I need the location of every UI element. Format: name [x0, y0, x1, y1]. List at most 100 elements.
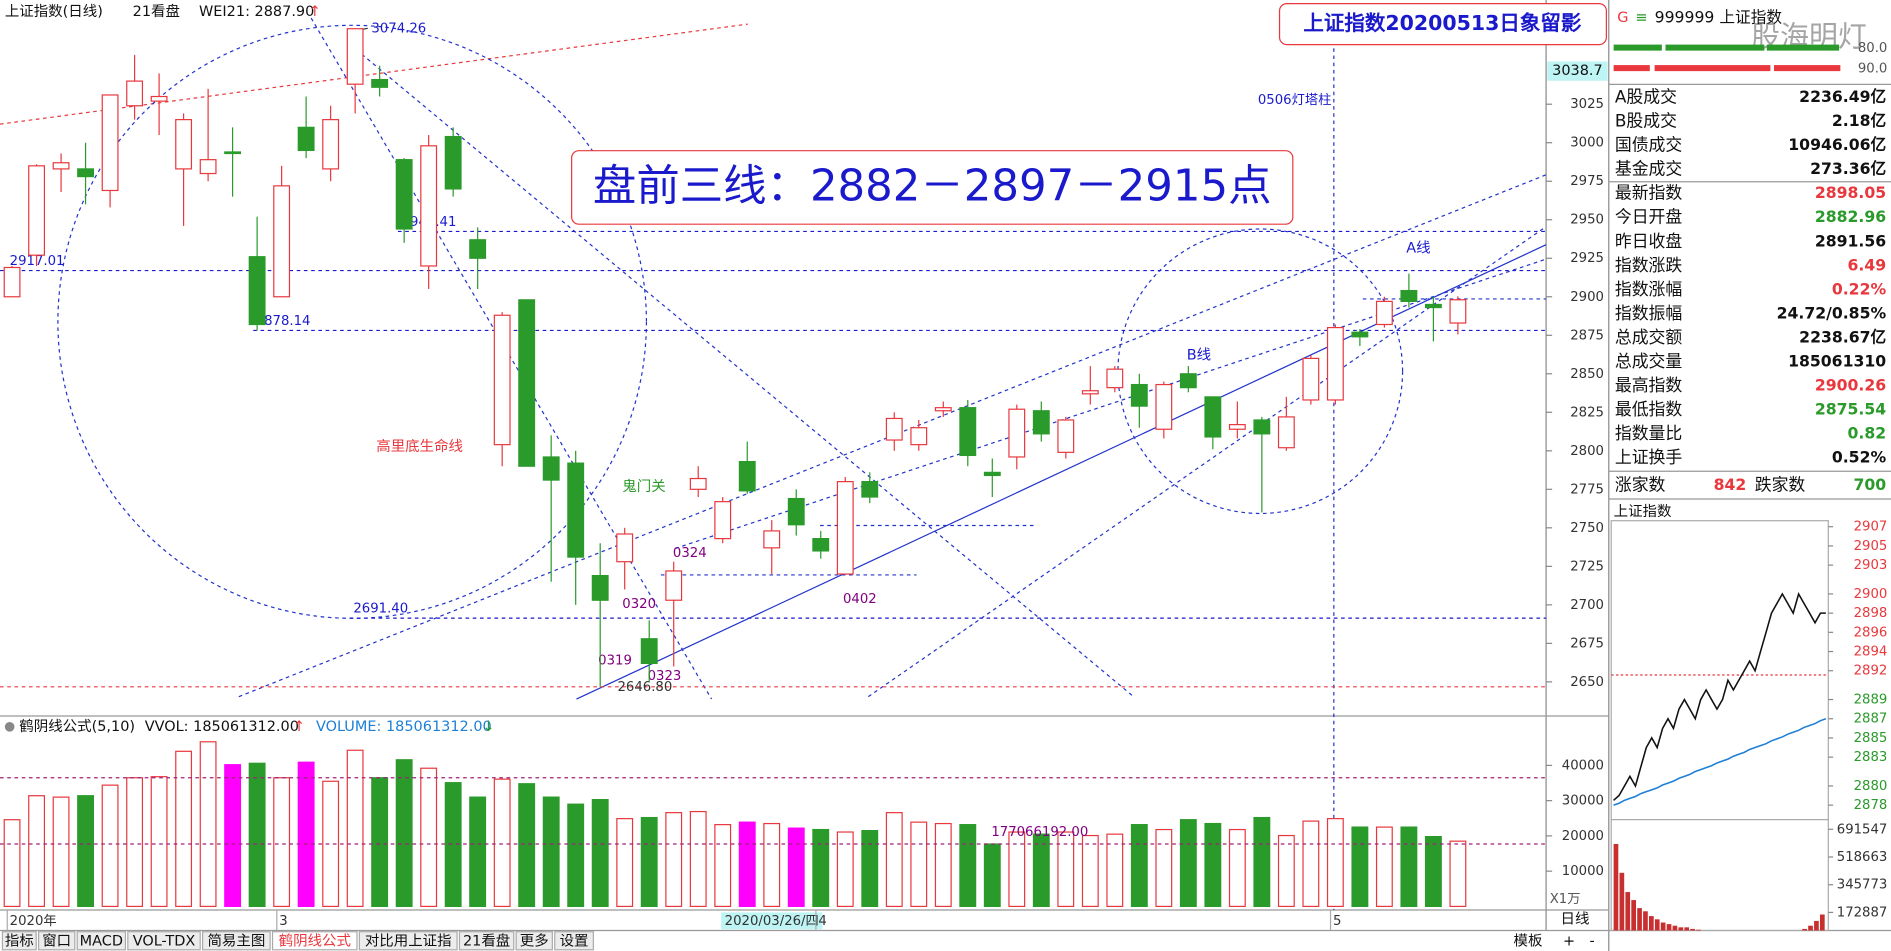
tab[interactable]: [271, 931, 358, 951]
tab-label[interactable]: 21看盘: [463, 931, 510, 949]
quote-value: 2236.49亿: [1799, 87, 1886, 106]
trend-line: [0, 23, 748, 125]
volume-bar: [52, 796, 70, 908]
volume-bar: [224, 764, 242, 908]
indicator: WEI21: 2887.90: [199, 4, 314, 20]
mini-volume-bar: [1648, 916, 1654, 931]
mini-volume-bar: [1666, 924, 1672, 931]
breadth-value: 700: [1853, 475, 1886, 494]
toolbar-button[interactable]: +: [1563, 933, 1575, 949]
quote-value: 2882.96: [1815, 207, 1886, 226]
tab[interactable]: [515, 931, 553, 951]
quote-value: 2238.67亿: [1799, 327, 1886, 346]
y-tick-label: 2887: [1854, 712, 1888, 727]
tab-label[interactable]: 设置: [560, 932, 589, 949]
volume-bar: [346, 749, 364, 908]
quote-label: 最低指数: [1615, 399, 1683, 419]
tab[interactable]: [458, 931, 515, 951]
candle-body: [861, 481, 879, 498]
mini-volume-bar: [1678, 927, 1684, 931]
mini-volume-bar: [1802, 928, 1807, 931]
volume-bar: [542, 796, 560, 908]
toolbar-button[interactable]: -: [1590, 933, 1595, 949]
cursor-value: 3038.7: [1552, 63, 1603, 79]
candle-body: [640, 638, 658, 664]
candle-body: [1057, 419, 1075, 453]
tab[interactable]: [37, 931, 76, 951]
quote-label: B股成交: [1615, 111, 1677, 131]
y-tick-label: 2825: [1570, 405, 1604, 420]
quote-label: 基金成交: [1615, 159, 1683, 179]
candle-body: [199, 159, 217, 175]
legend-entry: VOLUME: 185061312.00: [316, 719, 492, 735]
volume-bar: [885, 812, 903, 908]
candle-body: [1130, 383, 1148, 407]
tab-label[interactable]: MACD: [80, 933, 123, 949]
volume-bar: [1081, 834, 1099, 908]
tab[interactable]: [76, 931, 127, 951]
quote-label: 总成交量: [1615, 351, 1683, 371]
quote-label: 上证换手: [1615, 447, 1683, 467]
annotation: 0506灯塔柱: [1258, 92, 1332, 108]
y-tick-label: 2750: [1570, 521, 1604, 536]
volume-bar: [126, 777, 144, 908]
tab-label[interactable]: 简易主图: [207, 932, 265, 949]
tab[interactable]: [202, 931, 271, 951]
tab[interactable]: [1, 931, 37, 951]
candle-body: [738, 460, 756, 492]
mini-volume-bar: [1808, 925, 1813, 931]
candle-body: [1326, 326, 1344, 401]
quote-label: 国债成交: [1615, 135, 1683, 155]
volume-bar: [1400, 826, 1418, 908]
tab-label[interactable]: 窗口: [42, 931, 71, 949]
annotation: 0324: [673, 546, 707, 561]
y-tick-label: 2900: [1570, 290, 1604, 305]
y-tick-label: 10000: [1562, 864, 1604, 879]
toolbar-button[interactable]: 模板: [1514, 931, 1543, 949]
candle-body: [616, 533, 634, 563]
mini-volume-bar: [1654, 919, 1660, 931]
candle-body: [1008, 408, 1026, 458]
annotation: 0323: [648, 669, 682, 684]
x-tick-label: 5: [1333, 914, 1341, 929]
toolbar: 指标 窗口 MACD VOL-TDX 简易主图 鹤阴线公式 对比用上证指 21看盘 更多 设置 模板…: [1, 931, 1595, 951]
volume-bar: [1155, 828, 1173, 908]
tab-label[interactable]: 更多: [520, 932, 549, 949]
trend-line: [310, 17, 713, 700]
y-tick-label: 691547: [1837, 822, 1888, 837]
y-tick-label: 2675: [1570, 636, 1604, 651]
y-tick-label: 2800: [1570, 444, 1604, 459]
volume-bar: [640, 816, 658, 908]
tab[interactable]: [358, 931, 458, 951]
tab-label[interactable]: 鹤阴线公式: [279, 932, 351, 949]
breadth-value: 842: [1714, 475, 1747, 494]
y-tick-label: 3025: [1570, 97, 1604, 112]
tab[interactable]: [127, 931, 201, 951]
legend-entry: ↓: [482, 719, 494, 735]
order-bar: [1613, 44, 1662, 51]
quote-label: 今日开盘: [1615, 207, 1683, 227]
annotation: 0319: [598, 654, 632, 669]
candle-body: [322, 119, 340, 170]
volume-bar: [1424, 836, 1442, 908]
tab-label[interactable]: 对比用上证指: [365, 932, 452, 949]
candle-body: [126, 80, 144, 107]
order-bar: [1665, 44, 1765, 51]
tab-label[interactable]: 指标: [5, 932, 34, 949]
mini-title: 上证指数: [1614, 503, 1672, 520]
circle: [1117, 228, 1404, 515]
mini-volume-bar: [1613, 843, 1619, 931]
quote-value: 2891.56: [1815, 231, 1886, 250]
quote-value: 0.52%: [1832, 447, 1887, 466]
volume-bar: [371, 777, 389, 908]
annotation: 0320: [622, 597, 656, 612]
y-tick-label: 2975: [1570, 174, 1604, 189]
tab-label[interactable]: VOL-TDX: [133, 933, 196, 949]
volume-bar: [1057, 831, 1075, 908]
quote-value: 0.82: [1848, 423, 1887, 442]
candle-body: [812, 538, 830, 552]
quote-label: 指数涨跌: [1615, 255, 1683, 275]
trend-line: [361, 53, 1135, 698]
candle-body: [934, 407, 952, 412]
tab[interactable]: [554, 931, 594, 951]
